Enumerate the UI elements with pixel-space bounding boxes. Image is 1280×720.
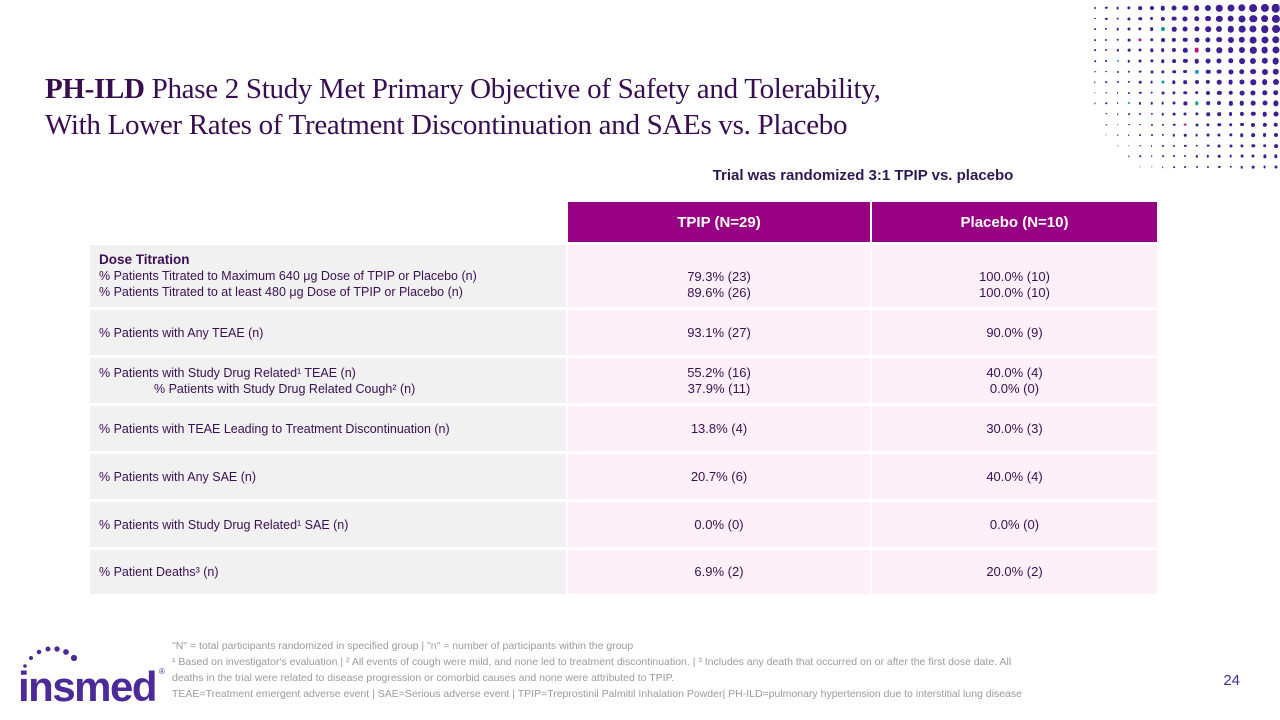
- row-label-line: % Patients Titrated to Maximum 640 μg Do…: [99, 269, 477, 283]
- column-header-tpip: TPIP (N=29): [568, 202, 870, 242]
- slide-title-line1: Phase 2 Study Met Primary Objective of S…: [144, 73, 881, 106]
- table-corner-cell: [90, 202, 566, 242]
- slide-title-bold: PH-ILD: [45, 73, 145, 106]
- insmed-logo-dots-icon: [23, 646, 78, 668]
- table-caption: Trial was randomized 3:1 TPIP vs. placeb…: [712, 167, 1014, 184]
- footnote-line: ¹ Based on investigator's evaluation | ²…: [172, 656, 1012, 668]
- row-label: % Patient Deaths³ (n): [90, 550, 566, 594]
- footnotes: "N" = total participants randomized in s…: [172, 638, 1232, 702]
- row-label: % Patients with TEAE Leading to Treatmen…: [90, 406, 566, 451]
- row-label-line: % Patients Titrated to at least 480 μg D…: [99, 285, 463, 299]
- row-label: % Patients with Any SAE (n): [90, 454, 566, 499]
- placebo-value: 90.0% (9): [872, 310, 1157, 355]
- row-label-title: Dose Titration: [99, 252, 190, 267]
- tpip-value: 55.2% (16) 37.9% (11): [568, 358, 870, 403]
- placebo-value: 0.0% (0): [872, 502, 1157, 547]
- registered-trademark-icon: ®: [159, 667, 165, 676]
- footnote-line: "N" = total participants randomized in s…: [172, 640, 634, 652]
- tpip-value: 93.1% (27): [568, 310, 870, 355]
- row-label: % Patients with Any TEAE (n): [90, 310, 566, 355]
- insmed-logo: insmed ®: [12, 645, 172, 715]
- placebo-value: 40.0% (4) 0.0% (0): [872, 358, 1157, 403]
- tpip-value: 13.8% (4): [568, 406, 870, 451]
- column-header-placebo: Placebo (N=10): [872, 202, 1157, 242]
- slide-title-line2: With Lower Rates of Treatment Discontinu…: [45, 109, 848, 142]
- row-label: Dose Titration % Patients Titrated to Ma…: [90, 245, 566, 307]
- tpip-value: 0.0% (0): [568, 502, 870, 547]
- slide-title: PH-ILD Phase 2 Study Met Primary Objecti…: [45, 71, 1105, 143]
- tpip-value: 6.9% (2): [568, 550, 870, 594]
- page-number: 24: [1223, 672, 1240, 689]
- placebo-value: 20.0% (2): [872, 550, 1157, 594]
- results-table: TPIP (N=29) Placebo (N=10) Dose Titratio…: [90, 202, 1157, 594]
- tpip-value: 79.3% (23) 89.6% (26): [568, 245, 870, 307]
- row-label: % Patients with Study Drug Related¹ SAE …: [90, 502, 566, 547]
- tpip-value: 20.7% (6): [568, 454, 870, 499]
- footnote-line: TEAE=Treatment emergent adverse event | …: [172, 688, 1022, 700]
- row-label: % Patients with Study Drug Related¹ TEAE…: [90, 358, 566, 403]
- footnote-line: deaths in the trial were related to dise…: [172, 672, 675, 684]
- placebo-value: 30.0% (3): [872, 406, 1157, 451]
- dot-pattern-decoration: [1091, 4, 1280, 174]
- insmed-logo-wordmark: insmed: [18, 663, 158, 710]
- placebo-value: 100.0% (10) 100.0% (10): [872, 245, 1157, 307]
- placebo-value: 40.0% (4): [872, 454, 1157, 499]
